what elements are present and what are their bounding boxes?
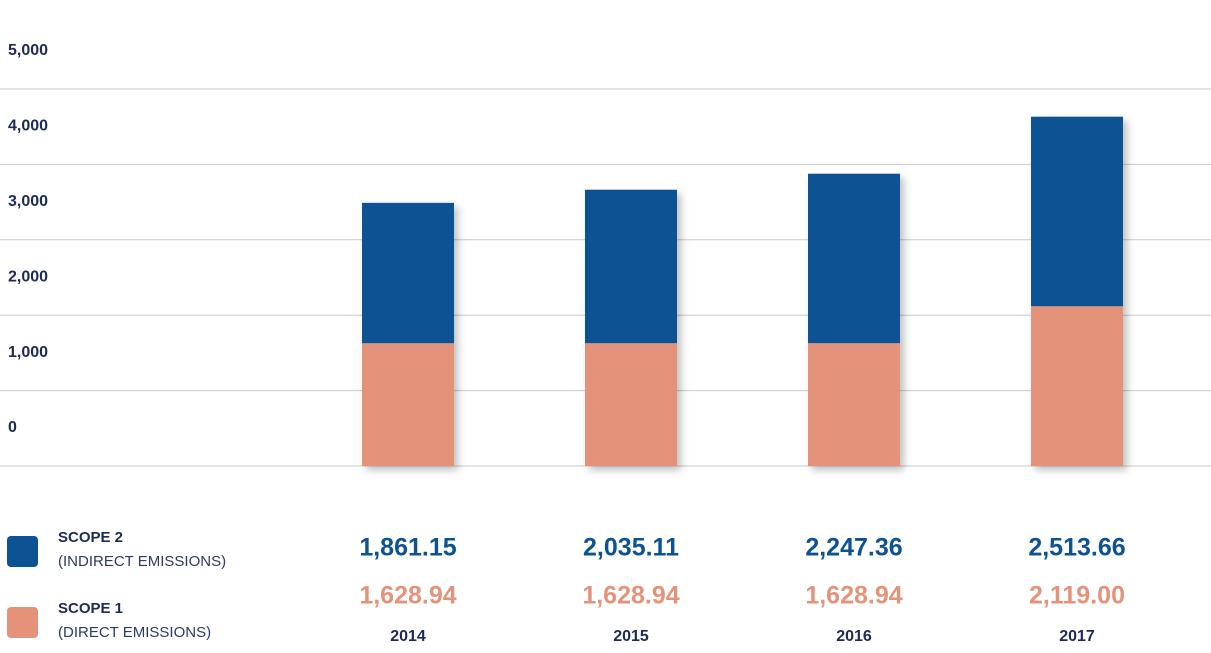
bar-segment — [362, 203, 454, 343]
legend-swatch — [7, 607, 38, 638]
bar-segment — [1031, 117, 1123, 307]
x-tick-label: 2016 — [836, 628, 872, 645]
bar-segment — [808, 343, 900, 466]
bar-segment — [808, 174, 900, 343]
x-tick-label: 2015 — [613, 628, 649, 645]
bar-segment — [362, 343, 454, 466]
legend-swatch — [7, 536, 38, 567]
x-tick-label: 2014 — [390, 628, 426, 645]
y-tick-label: 3,000 — [8, 193, 48, 210]
bar-segment — [585, 343, 677, 466]
plot: 0 1,000 2,000 3,000 4,000 5,000 2014 1,628.94 1,… — [0, 42, 1211, 645]
value-label: 2,119.00 — [1029, 582, 1125, 610]
y-tick-label: 1,000 — [8, 344, 48, 361]
bar-stack — [585, 190, 677, 466]
bar-segment — [585, 190, 677, 343]
bar-stack — [808, 174, 900, 466]
value-label: 2,513.66 — [1028, 534, 1125, 562]
value-label: 2,247.36 — [805, 534, 902, 562]
y-tick-label: 0 — [8, 419, 17, 436]
value-label: 1,628.94 — [582, 582, 679, 610]
y-tick-label: 2,000 — [8, 268, 48, 285]
bar-segment — [1031, 306, 1123, 466]
y-tick-label: 5,000 — [8, 42, 48, 59]
value-label: 2,035.11 — [583, 534, 679, 562]
x-tick-label: 2017 — [1059, 628, 1095, 645]
legend-description: (DIRECT EMISSIONS) — [58, 624, 211, 641]
legend-description: (INDIRECT EMISSIONS) — [58, 553, 226, 570]
bar-stack — [1031, 117, 1123, 466]
bar-stack — [362, 203, 454, 466]
y-tick-label: 4,000 — [8, 118, 48, 135]
legend-name: SCOPE 1 — [58, 600, 123, 617]
chart: 0 1,000 2,000 3,000 4,000 5,000 2014 1,628.94 1,… — [0, 0, 1211, 648]
value-label: 1,628.94 — [359, 582, 456, 610]
value-label: 1,628.94 — [805, 582, 902, 610]
legend-name: SCOPE 2 — [58, 529, 123, 546]
value-label: 1,861.15 — [359, 534, 456, 562]
